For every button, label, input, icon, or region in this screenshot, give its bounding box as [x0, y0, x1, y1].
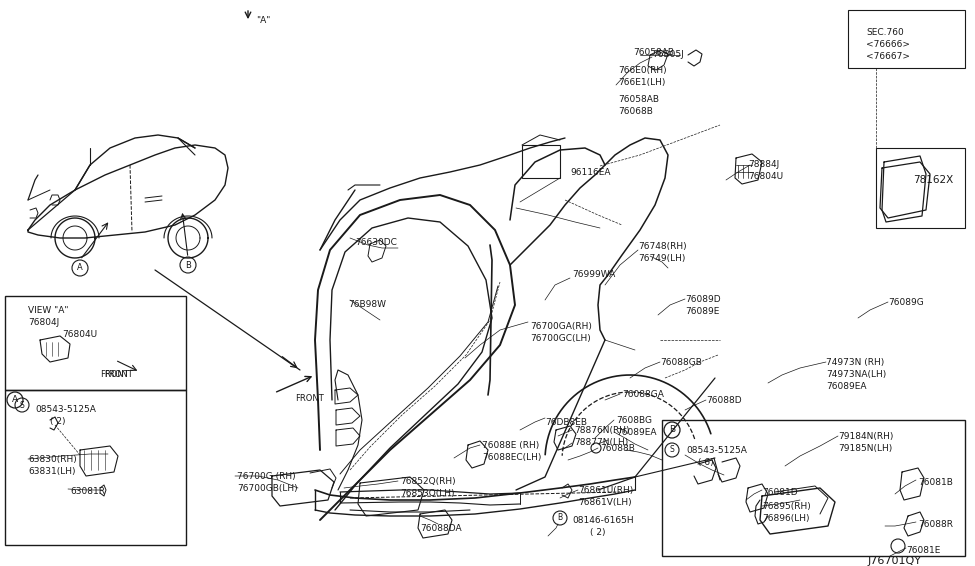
Text: 78162X: 78162X	[913, 175, 954, 185]
Text: 96116EA: 96116EA	[570, 168, 610, 177]
Text: 76700GA(RH): 76700GA(RH)	[530, 322, 592, 331]
Text: 78884J: 78884J	[748, 160, 779, 169]
Text: 76999WA: 76999WA	[572, 270, 615, 279]
Text: VIEW "A": VIEW "A"	[28, 306, 68, 315]
Text: 76088DA: 76088DA	[420, 524, 461, 533]
Text: B: B	[185, 260, 191, 269]
Text: 766E1(LH): 766E1(LH)	[618, 78, 665, 87]
Text: 76DB8EB: 76DB8EB	[545, 418, 587, 427]
Text: 76088B: 76088B	[600, 444, 635, 453]
Text: ( 2): ( 2)	[50, 417, 65, 426]
Text: S: S	[670, 445, 675, 454]
Text: <76666>: <76666>	[866, 40, 910, 49]
Text: 76804J: 76804J	[28, 318, 59, 327]
Text: 79185N(LH): 79185N(LH)	[838, 444, 892, 453]
Text: 76700GC(LH): 76700GC(LH)	[530, 334, 591, 343]
Text: FRONT: FRONT	[100, 370, 129, 379]
Text: 76088R: 76088R	[918, 520, 953, 529]
Text: 766E0(RH): 766E0(RH)	[618, 66, 667, 75]
Text: 76089E: 76089E	[685, 307, 720, 316]
Text: 7608BG: 7608BG	[616, 416, 652, 425]
Text: 76700G (RH): 76700G (RH)	[237, 472, 295, 481]
Text: 63081R: 63081R	[70, 487, 105, 496]
Text: 76896(LH): 76896(LH)	[762, 514, 809, 523]
Text: 74973N (RH): 74973N (RH)	[826, 358, 884, 367]
Text: A: A	[77, 264, 83, 272]
Text: 76058AB: 76058AB	[618, 95, 659, 104]
Text: <76667>: <76667>	[866, 52, 910, 61]
Text: 74973NA(LH): 74973NA(LH)	[826, 370, 886, 379]
Text: 76749(LH): 76749(LH)	[638, 254, 685, 263]
Text: FRONT: FRONT	[295, 394, 324, 403]
Text: 76089EA: 76089EA	[826, 382, 867, 391]
Text: 76089EA: 76089EA	[616, 428, 656, 437]
Text: 76088EC(LH): 76088EC(LH)	[482, 453, 541, 462]
Text: S: S	[20, 401, 24, 409]
Text: 76058AB: 76058AB	[633, 48, 674, 57]
Bar	[876, 148, 965, 228]
Text: "A": "A"	[256, 16, 270, 25]
Text: 76088E (RH): 76088E (RH)	[482, 441, 539, 450]
Text: 76748(RH): 76748(RH)	[638, 242, 686, 251]
Bar	[662, 420, 965, 556]
Text: 76852Q(RH): 76852Q(RH)	[400, 477, 455, 486]
Text: 76853Q(LH): 76853Q(LH)	[400, 489, 454, 498]
Text: A: A	[12, 396, 19, 405]
Text: 76068B: 76068B	[618, 107, 653, 116]
Text: 08543-5125A: 08543-5125A	[35, 405, 96, 414]
Text: 76089G: 76089G	[888, 298, 923, 307]
Text: 08543-5125A: 08543-5125A	[686, 446, 747, 455]
Text: 63830(RH): 63830(RH)	[28, 455, 77, 464]
Text: 76804U: 76804U	[748, 172, 783, 181]
Text: 76081E: 76081E	[906, 546, 940, 555]
Text: 76089D: 76089D	[685, 295, 721, 304]
Text: 76081B: 76081B	[918, 478, 953, 487]
Text: 76088GB: 76088GB	[660, 358, 702, 367]
Text: 76700GB(LH): 76700GB(LH)	[237, 484, 297, 493]
Text: 76895(RH): 76895(RH)	[762, 502, 811, 511]
Text: B: B	[558, 513, 563, 522]
Text: ( 2): ( 2)	[590, 528, 605, 537]
Text: 76088GA: 76088GA	[622, 390, 664, 399]
Bar	[848, 10, 965, 68]
Text: J76701QY: J76701QY	[868, 556, 922, 566]
Text: 76861U(RH): 76861U(RH)	[578, 486, 633, 495]
Text: 08146-6165H: 08146-6165H	[572, 516, 634, 525]
Text: 76B98W: 76B98W	[348, 300, 386, 309]
Text: B: B	[669, 426, 675, 435]
Text: FRONT: FRONT	[104, 370, 133, 379]
Text: 76861V(LH): 76861V(LH)	[578, 498, 632, 507]
Bar	[522, 145, 560, 178]
Text: 76088D: 76088D	[706, 396, 742, 405]
Text: 79184N(RH): 79184N(RH)	[838, 432, 893, 441]
Text: 76804U: 76804U	[62, 330, 98, 339]
Text: 76630DC: 76630DC	[355, 238, 397, 247]
Bar	[5, 296, 186, 390]
Text: 76B05J: 76B05J	[652, 50, 683, 59]
Bar	[5, 390, 186, 545]
Text: 63831(LH): 63831(LH)	[28, 467, 75, 476]
Text: 78877N(LH): 78877N(LH)	[574, 438, 628, 447]
Text: 78876N(RH): 78876N(RH)	[574, 426, 630, 435]
Text: SEC.760: SEC.760	[866, 28, 904, 37]
Text: ( 6): ( 6)	[698, 458, 714, 467]
Text: 76081D: 76081D	[762, 488, 798, 497]
